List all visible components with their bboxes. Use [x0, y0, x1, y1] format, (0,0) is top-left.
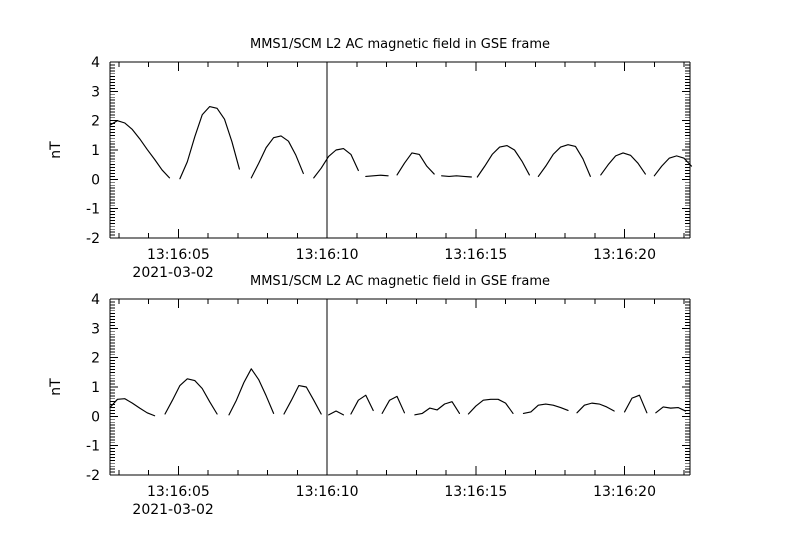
- data-trace: [600, 152, 646, 176]
- y-tick-label: 2: [91, 351, 100, 367]
- x-axis-ticks-0: 13:16:05 13:16:10 13:16:15 13:16:20: [118, 62, 685, 263]
- data-trace-group-1: [109, 368, 687, 417]
- data-trace: [283, 384, 322, 415]
- data-trace: [313, 147, 359, 179]
- data-trace: [365, 174, 389, 177]
- y-tick-label: 1: [91, 380, 100, 396]
- plot-frame-1: [109, 298, 691, 476]
- y-axis-label: nT: [48, 141, 64, 159]
- x-axis-date-label: 2021-03-02: [132, 265, 213, 281]
- y-tick-label: 0: [91, 172, 100, 188]
- data-trace: [179, 106, 240, 180]
- x-tick-label: 13:16:10: [296, 484, 359, 500]
- x-tick-label: 13:16:10: [296, 247, 359, 263]
- x-axis-ticks-1: 13:16:05 13:16:10 13:16:15 13:16:20: [118, 299, 685, 500]
- x-tick-label: 13:16:15: [444, 247, 507, 263]
- data-trace: [655, 406, 687, 414]
- x-tick-label: 13:16:20: [593, 247, 656, 263]
- y-tick-label: 3: [91, 321, 100, 337]
- data-trace: [414, 401, 461, 416]
- y-tick-label: -2: [86, 468, 100, 484]
- y-tick-label: -1: [86, 439, 100, 455]
- data-trace: [441, 175, 472, 178]
- data-trace: [228, 368, 275, 416]
- data-trace: [537, 144, 591, 177]
- data-trace: [623, 394, 648, 414]
- data-trace: [576, 402, 615, 414]
- data-trace: [109, 120, 171, 179]
- data-trace: [250, 135, 304, 179]
- data-trace: [109, 398, 156, 417]
- data-trace: [467, 398, 514, 415]
- x-tick-label: 13:16:05: [147, 247, 210, 263]
- data-trace: [164, 378, 218, 415]
- data-trace: [396, 152, 435, 176]
- y-tick-label: 3: [91, 84, 100, 100]
- y-tick-label: 4: [91, 55, 100, 71]
- data-trace: [381, 395, 406, 414]
- y-tick-label: -1: [86, 202, 100, 218]
- data-trace: [522, 403, 569, 414]
- y-tick-label: 4: [91, 292, 100, 308]
- x-tick-label: 13:16:20: [593, 484, 656, 500]
- y-axis-label: nT: [48, 378, 64, 396]
- y-tick-label: 2: [91, 114, 100, 130]
- y-tick-label: 1: [91, 143, 100, 159]
- y-tick-label: -2: [86, 231, 100, 247]
- x-axis-date-label: 2021-03-02: [132, 502, 213, 518]
- y-axis-ticks-0: 4 3 2 1 0 -1 -2: [86, 55, 690, 247]
- y-axis-ticks-1: 4 3 2 1 0 -1 -2: [86, 292, 690, 484]
- data-trace: [653, 155, 693, 177]
- data-trace: [350, 394, 374, 415]
- y-tick-label: 0: [91, 409, 100, 425]
- plot-title: MMS1/SCM L2 AC magnetic field in GSE fra…: [250, 274, 550, 289]
- data-trace: [476, 145, 530, 178]
- plot-title: MMS1/SCM L2 AC magnetic field in GSE fra…: [250, 37, 550, 52]
- x-tick-label: 13:16:15: [444, 484, 507, 500]
- x-tick-label: 13:16:05: [147, 484, 210, 500]
- data-trace-group-0: [109, 106, 693, 180]
- data-trace: [328, 410, 345, 416]
